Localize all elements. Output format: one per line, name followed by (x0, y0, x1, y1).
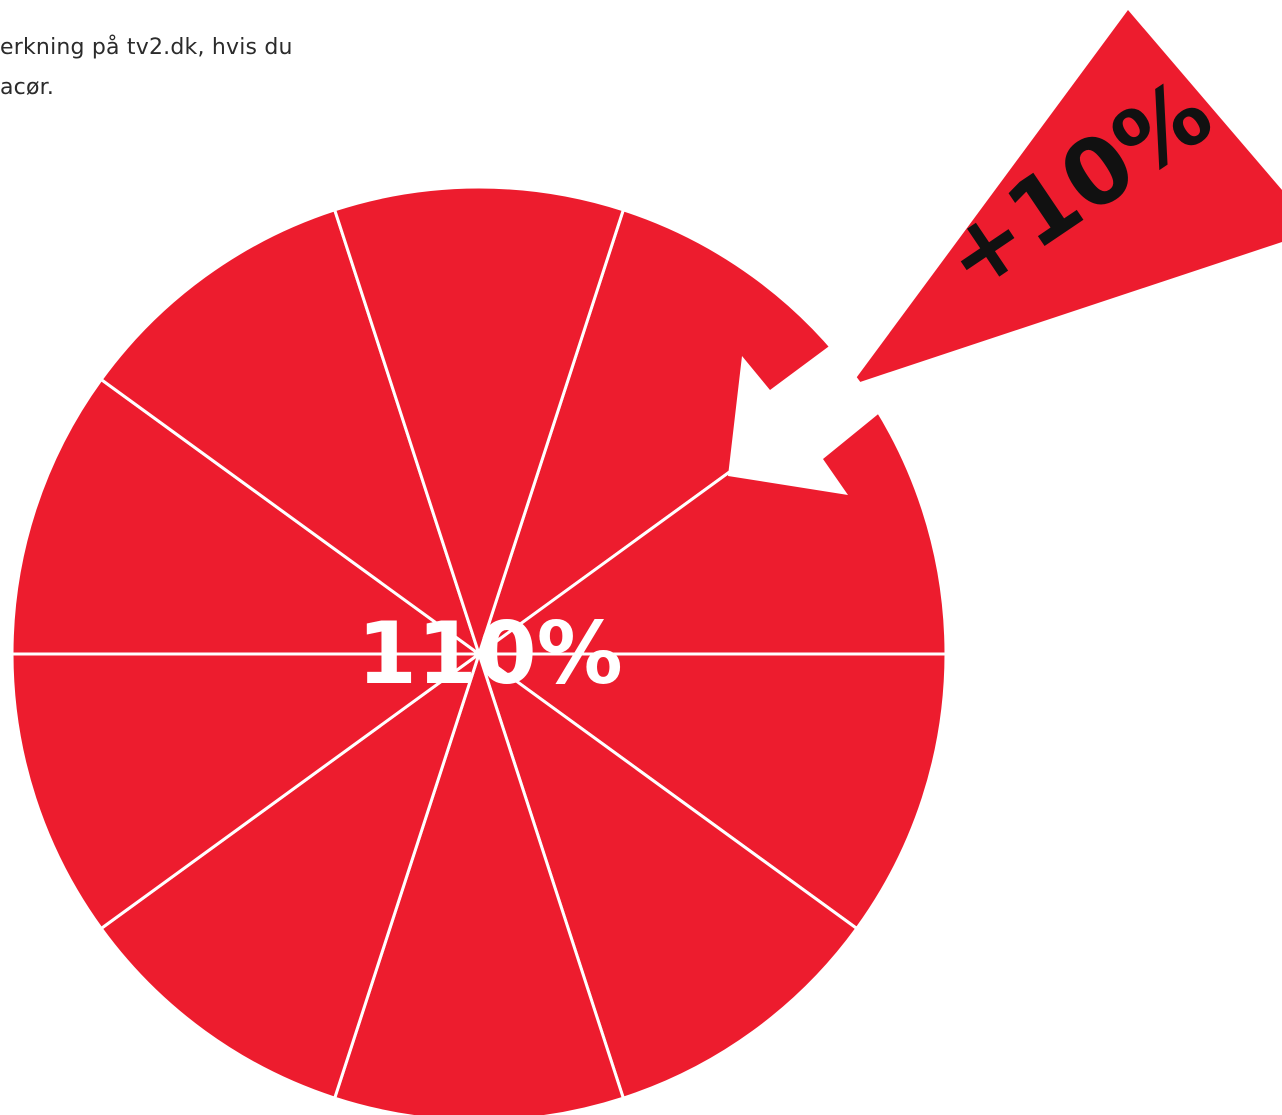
arrow-icon (728, 344, 882, 495)
pie-chart (10, 185, 948, 1115)
added-slice-group: +10% (851, 10, 1282, 385)
pie-slice (10, 652, 481, 930)
pie-slice (99, 208, 481, 656)
center-label: 110% (357, 604, 623, 704)
intro-text: erkning på tv2.dk, hvis du acør. (0, 35, 293, 100)
pie-slice (477, 652, 948, 930)
pie-slice (99, 652, 481, 1100)
added-slice (851, 10, 1282, 385)
pie-slice (333, 652, 625, 1115)
pie-slice (10, 378, 481, 656)
pie-slice (477, 652, 859, 1100)
pie-slice (333, 185, 625, 656)
